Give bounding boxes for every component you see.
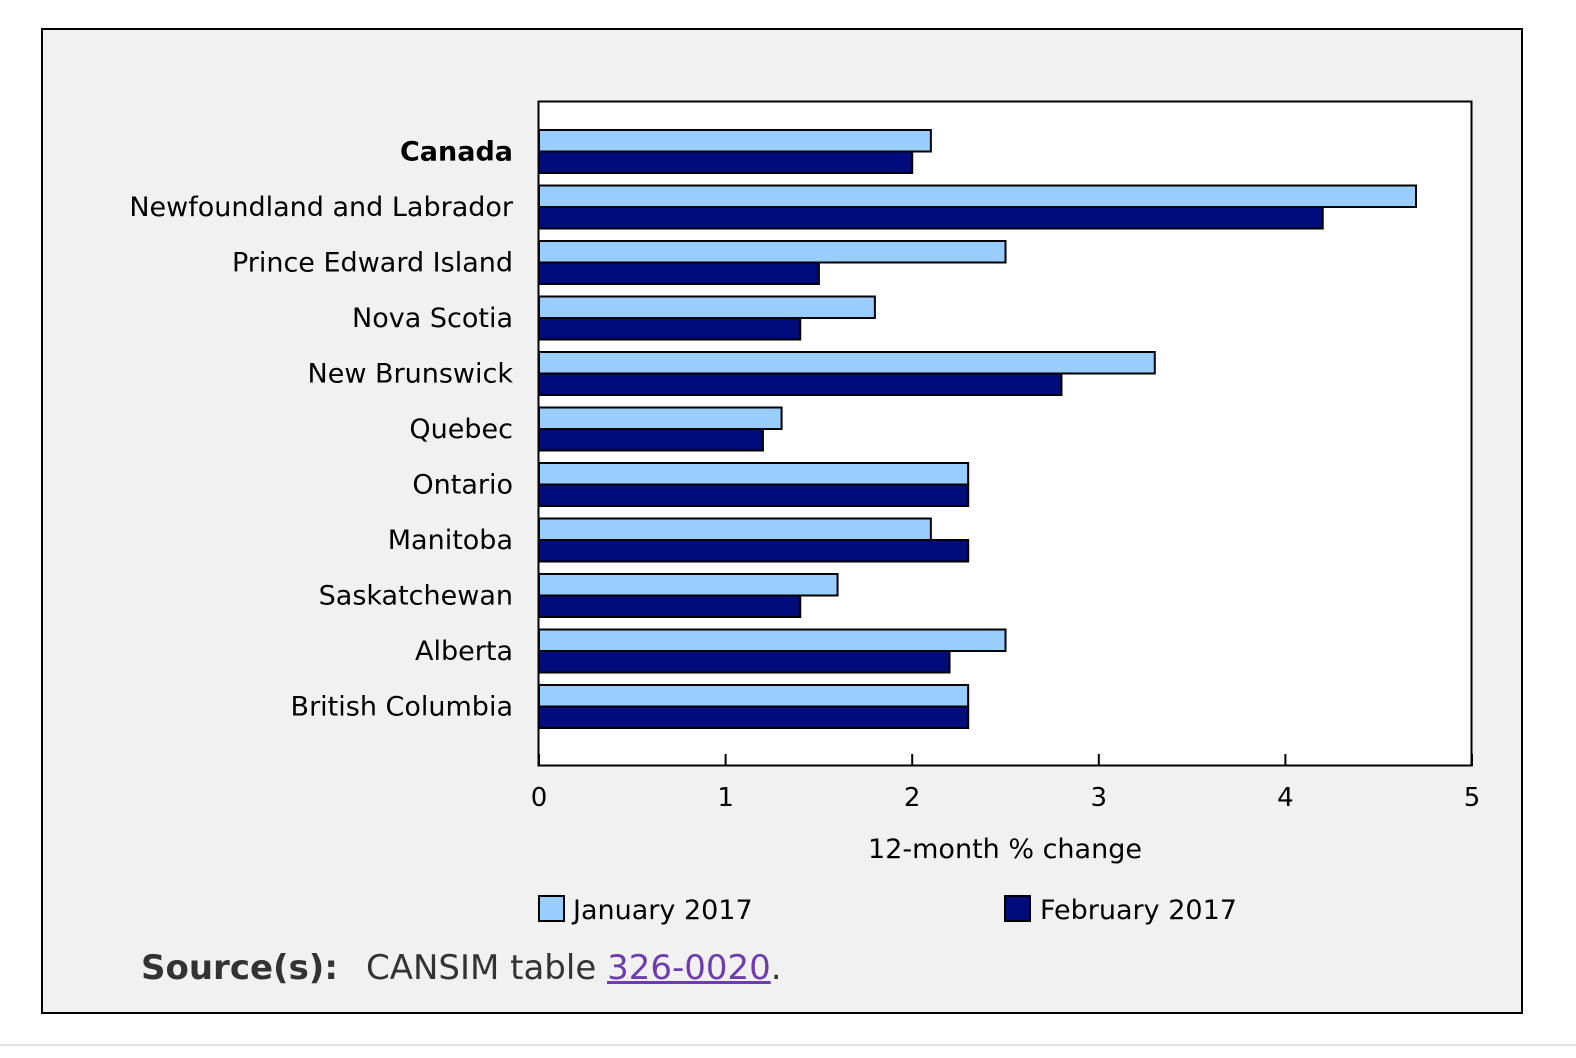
bar-february-4 bbox=[538, 372, 1063, 396]
x-tick-label-5: 5 bbox=[1464, 783, 1481, 813]
page-divider bbox=[0, 1044, 1576, 1046]
source-link[interactable]: 326-0020 bbox=[607, 948, 771, 988]
bar-january-9 bbox=[538, 628, 1007, 652]
x-tick-label-0: 0 bbox=[531, 783, 548, 813]
category-label-7: Manitoba bbox=[388, 525, 513, 556]
legend-label-february: February 2017 bbox=[1040, 895, 1237, 926]
category-label-4: New Brunswick bbox=[308, 359, 514, 390]
legend-label-january: January 2017 bbox=[571, 895, 753, 926]
x-axis-title: 12-month % change bbox=[868, 834, 1142, 865]
bar-january-4 bbox=[538, 351, 1156, 375]
category-label-10: British Columbia bbox=[291, 692, 513, 723]
category-label-6: Ontario bbox=[412, 470, 513, 501]
bar-february-5 bbox=[538, 428, 764, 452]
source-text: CANSIM table bbox=[365, 948, 608, 988]
bar-february-8 bbox=[538, 594, 802, 618]
legend-swatch-january bbox=[538, 895, 565, 922]
x-tick-label-1: 1 bbox=[717, 783, 734, 813]
category-label-2: Prince Edward Island bbox=[232, 248, 513, 279]
category-label-0: Canada bbox=[400, 137, 513, 168]
bar-january-8 bbox=[538, 573, 839, 597]
bar-january-3 bbox=[538, 295, 876, 319]
category-label-1: Newfoundland and Labrador bbox=[129, 192, 514, 223]
x-tick-label-4: 4 bbox=[1277, 783, 1294, 813]
source-suffix: . bbox=[770, 948, 782, 988]
category-labels: Canada Newfoundland and Labrador Prince Ed… bbox=[129, 137, 514, 723]
bar-february-6 bbox=[538, 483, 970, 507]
bar-january-6 bbox=[538, 462, 970, 486]
x-axis-ticks: 0 1 2 3 4 5 bbox=[531, 754, 1481, 813]
bar-january-2 bbox=[538, 240, 1007, 264]
source-note: Source(s): CANSIM table 326-0020. bbox=[141, 948, 782, 988]
category-label-9: Alberta bbox=[415, 636, 513, 667]
bar-february-2 bbox=[538, 261, 820, 285]
bars-layer bbox=[538, 129, 1418, 729]
bar-february-7 bbox=[538, 539, 970, 563]
bar-february-0 bbox=[538, 150, 914, 174]
bar-january-10 bbox=[538, 684, 970, 708]
category-label-5: Quebec bbox=[409, 414, 513, 445]
bar-february-9 bbox=[538, 650, 951, 674]
bar-january-0 bbox=[538, 129, 932, 153]
bar-february-10 bbox=[538, 705, 970, 729]
legend: January 2017 February 2017 bbox=[538, 895, 1237, 926]
bar-february-3 bbox=[538, 317, 802, 341]
bar-february-1 bbox=[538, 206, 1324, 230]
x-tick-label-2: 2 bbox=[904, 783, 921, 813]
bar-january-5 bbox=[538, 406, 783, 430]
chart-figure: Canada Newfoundland and Labrador Prince Ed… bbox=[41, 28, 1523, 1014]
category-label-3: Nova Scotia bbox=[352, 303, 513, 334]
bar-chart: Canada Newfoundland and Labrador Prince Ed… bbox=[129, 100, 1481, 926]
category-label-8: Saskatchewan bbox=[319, 581, 513, 612]
bar-january-1 bbox=[538, 184, 1418, 208]
legend-swatch-february bbox=[1004, 895, 1031, 922]
source-label: Source(s): bbox=[141, 948, 338, 988]
x-tick-label-3: 3 bbox=[1091, 783, 1108, 813]
bar-january-7 bbox=[538, 517, 932, 541]
